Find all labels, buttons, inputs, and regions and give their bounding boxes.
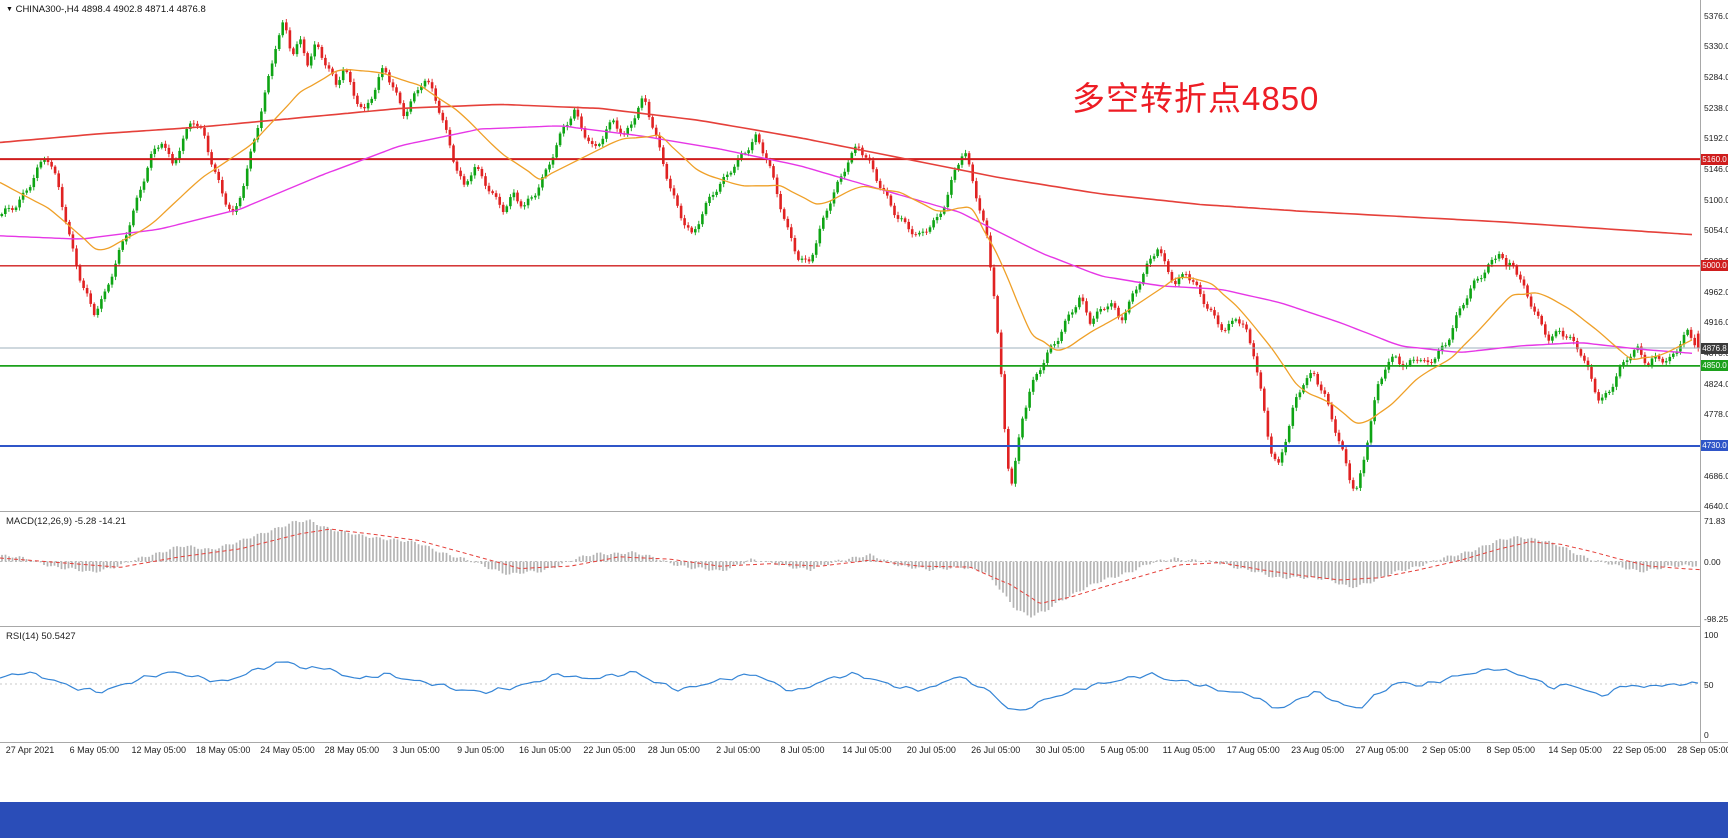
time-axis-label: 26 Jul 05:00 — [971, 745, 1021, 755]
price-tick-label: 5376.0 — [1704, 10, 1728, 21]
symbol-dropdown-icon[interactable]: ▼ — [6, 6, 13, 13]
time-axis-label: 14 Jul 05:00 — [842, 745, 892, 755]
time-axis-label: 22 Sep 05:00 — [1612, 745, 1667, 755]
time-axis-label: 12 May 05:00 — [131, 745, 187, 755]
rsi-value: 50.5427 — [41, 631, 76, 642]
time-axis-label: 23 Aug 05:00 — [1291, 745, 1345, 755]
price-tag-5000.0: 5000.0 — [1701, 260, 1728, 272]
time-axis-label: 6 May 05:00 — [69, 745, 120, 755]
price-tag-5160.0: 5160.0 — [1701, 153, 1728, 165]
price-tick-label: 5054.0 — [1704, 225, 1728, 236]
macd-panel-divider[interactable] — [0, 511, 1728, 512]
price-chart-canvas[interactable] — [0, 0, 1700, 511]
time-axis-label: 11 Aug 05:00 — [1162, 745, 1216, 755]
time-axis-label: 20 Jul 05:00 — [906, 745, 956, 755]
time-axis-label: 27 Aug 05:00 — [1355, 745, 1409, 755]
rsi-axis-label: 0 — [1704, 729, 1709, 740]
rsi-panel-divider[interactable] — [0, 626, 1728, 627]
price-tick-label: 5192.0 — [1704, 133, 1728, 144]
price-tag-4850.0: 4850.0 — [1701, 360, 1728, 372]
rsi-axis-label: 50 — [1704, 679, 1714, 690]
macd-label: MACD(12,26,9) -5.28 -14.21 — [6, 516, 126, 527]
time-axis-label: 28 May 05:00 — [324, 745, 380, 755]
price-axis[interactable]: 5376.0 5330.0 5284.0 5238.0 5192.0 5146.0 5100… — [1701, 0, 1728, 742]
time-axis-label: 28 Sep 05:00 — [1677, 745, 1728, 755]
macd-axis-label: 71.83 — [1704, 515, 1726, 526]
time-axis-label: 24 May 05:00 — [260, 745, 315, 755]
time-axis-label: 16 Jun 05:00 — [519, 745, 572, 755]
time-axis-label: 2 Sep 05:00 — [1422, 745, 1471, 755]
price-tick-label: 4640.0 — [1704, 501, 1728, 512]
price-tag-4876.8: 4876.8 — [1701, 342, 1728, 354]
time-axis-label: 18 May 05:00 — [195, 745, 251, 755]
time-axis-label: 8 Sep 05:00 — [1486, 745, 1536, 755]
price-tick-label: 5146.0 — [1704, 163, 1728, 174]
time-axis-label: 3 Jun 05:00 — [392, 745, 440, 755]
candles — [0, 19, 1700, 492]
macd-name: MACD(12,26,9) — [6, 516, 72, 527]
price-tick-label: 4686.0 — [1704, 470, 1728, 481]
rsi-line — [0, 661, 1699, 711]
ma-fast-orange — [0, 69, 1693, 424]
time-axis-label: 2 Jul 05:00 — [716, 745, 761, 755]
time-axis-label: 5 Aug 05:00 — [1100, 745, 1149, 755]
rsi-canvas[interactable] — [0, 628, 1700, 741]
time-axis-label: 27 Apr 2021 — [5, 745, 55, 755]
time-axis[interactable]: 27 Apr 2021 6 May 05:00 12 May 05:00 18 May… — [0, 745, 1728, 759]
rsi-axis-label: 100 — [1704, 629, 1719, 640]
price-tick-label: 4824.0 — [1704, 378, 1728, 389]
taskbar[interactable] — [0, 802, 1728, 838]
macd-histogram — [1, 519, 1697, 618]
symbol-title: CHINA300-,H4 — [15, 4, 79, 15]
rsi-name: RSI(14) — [6, 631, 39, 642]
price-tick-label: 4778.0 — [1704, 409, 1728, 420]
macd-axis-label: -98.25 — [1704, 613, 1728, 624]
price-axis-border — [1700, 0, 1701, 742]
macd-signal-line — [0, 528, 1700, 604]
price-tick-label: 5284.0 — [1704, 71, 1728, 82]
time-axis-label: 30 Jul 05:00 — [1035, 745, 1085, 755]
time-axis-label: 14 Sep 05:00 — [1548, 745, 1602, 755]
price-tag-4730.0: 4730.0 — [1701, 440, 1728, 452]
price-tick-label: 5100.0 — [1704, 194, 1728, 205]
macd-canvas[interactable] — [0, 513, 1700, 626]
time-axis-label: 17 Aug 05:00 — [1226, 745, 1280, 755]
macd-axis-label: 0.00 — [1704, 557, 1721, 567]
ma-slow-red — [0, 103, 1693, 236]
time-axis-label: 9 Jun 05:00 — [457, 745, 505, 755]
time-axis-label: 28 Jun 05:00 — [647, 745, 700, 755]
price-tick-label: 4916.0 — [1704, 317, 1728, 328]
time-axis-label: 22 Jun 05:00 — [583, 745, 636, 755]
price-tick-label: 5238.0 — [1704, 102, 1728, 113]
time-axis-divider — [0, 742, 1728, 743]
symbol-info: ▼ CHINA300-,H4 4898.4 4902.8 4871.4 4876… — [6, 4, 206, 15]
symbol-ohlc: 4898.4 4902.8 4871.4 4876.8 — [81, 4, 206, 15]
chart-annotation-text: 多空转折点4850 — [1072, 80, 1320, 117]
time-axis-label: 8 Jul 05:00 — [780, 745, 825, 755]
ma-mid-magenta — [0, 125, 1693, 354]
macd-values: -5.28 -14.21 — [74, 516, 126, 527]
price-tick-label: 4962.0 — [1704, 286, 1728, 297]
price-tick-label: 5330.0 — [1704, 41, 1728, 52]
rsi-label: RSI(14) 50.5427 — [6, 631, 76, 642]
